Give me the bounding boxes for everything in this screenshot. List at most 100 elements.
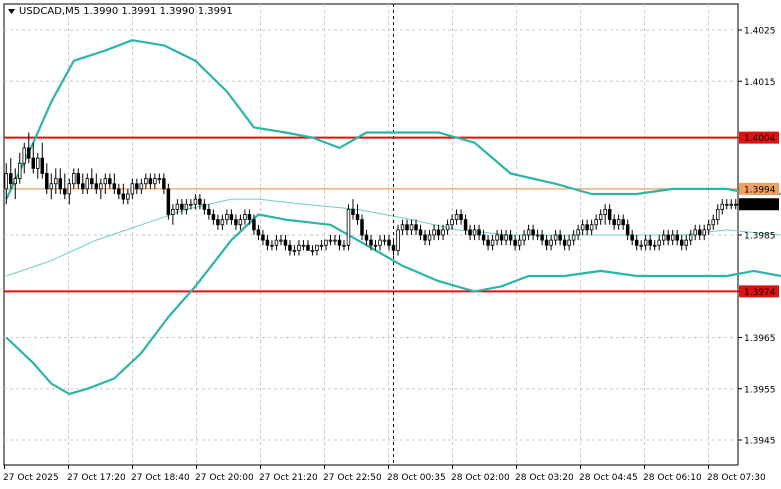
candle-body [166, 188, 171, 215]
candle-119 [540, 229, 544, 246]
candle-body [31, 157, 36, 169]
candle-body [603, 208, 607, 215]
candle-body [121, 193, 126, 200]
candle-body [67, 183, 72, 195]
candle-25 [117, 183, 121, 200]
price-tag-bg-6 [739, 285, 779, 298]
candle-98 [445, 219, 450, 235]
candle-body [211, 214, 216, 221]
candle-body [684, 239, 688, 246]
candle-76 [346, 204, 351, 251]
candle-24 [112, 173, 117, 194]
candle-body [729, 203, 733, 206]
candle-body [99, 183, 103, 190]
x-tick-label-1: 27 Oct 17:20 [67, 473, 126, 483]
collapse-triangle-icon[interactable] [8, 9, 15, 14]
candle-91 [414, 219, 418, 235]
candle-body [594, 219, 598, 226]
candle-44 [202, 199, 207, 215]
candle-body [279, 239, 283, 242]
candle-body [571, 234, 576, 241]
candle-body [454, 214, 459, 221]
candle-body [517, 239, 522, 246]
candle-103 [468, 224, 472, 241]
y-tick-label-2: 1.4004 [744, 134, 776, 144]
candle-body [207, 208, 211, 215]
candle-body [378, 239, 382, 246]
x-tick-label-3: 27 Oct 20:00 [195, 473, 254, 483]
candle-body [85, 178, 90, 190]
candle-body [526, 229, 531, 236]
candle-116 [526, 224, 531, 241]
candle-79 [360, 214, 364, 241]
candle-body [486, 239, 490, 246]
candle-body [688, 234, 693, 241]
candle-body [720, 203, 724, 210]
y-tick-label-0: 1.4025 [744, 27, 776, 37]
x-tick-label-11: 28 Oct 07:30 [707, 473, 766, 483]
candle-body [360, 219, 364, 236]
candle-body [558, 234, 562, 241]
candle-body [661, 234, 666, 241]
candle-body [643, 239, 648, 246]
candle-body [576, 229, 580, 236]
candle-63 [288, 240, 292, 256]
x-tick-label-4: 27 Oct 21:20 [259, 473, 318, 483]
candle-143 [648, 235, 652, 251]
price-tag-bg-4 [739, 198, 779, 211]
candle-body [648, 239, 652, 246]
candle-body [180, 203, 184, 210]
candle-body [427, 234, 432, 241]
candle-40 [184, 199, 189, 215]
candle-71 [324, 239, 328, 251]
candle-35 [162, 173, 166, 194]
candle-body [540, 234, 544, 241]
candle-body [220, 219, 225, 226]
candle-12 [58, 168, 63, 194]
candle-100 [454, 209, 459, 225]
candle-body [292, 249, 297, 252]
candle-55 [252, 214, 256, 235]
candle-body [589, 224, 594, 231]
candle-140 [634, 235, 639, 251]
candle-body [198, 198, 202, 205]
candle-159 [720, 199, 724, 215]
candle-body [247, 214, 252, 221]
candle-6 [31, 142, 36, 174]
candle-81 [369, 235, 373, 251]
candle-body [144, 178, 148, 185]
candle-body [103, 178, 108, 185]
candle-126 [571, 229, 576, 246]
candle-body [288, 244, 292, 251]
candle-139 [630, 229, 634, 246]
candle-86 [391, 240, 396, 256]
candle-body [436, 229, 441, 236]
symbol-line: USDCAD,M5 1.3990 1.3991 1.3990 1.3991 [19, 6, 233, 17]
candle-50 [229, 209, 234, 225]
candle-15 [72, 168, 76, 189]
candle-136 [616, 214, 621, 230]
candle-body [468, 229, 472, 236]
candle-body [409, 224, 414, 231]
candle-112 [508, 229, 513, 246]
candle-body [499, 234, 504, 241]
candle-134 [607, 204, 612, 225]
candle-body [40, 157, 45, 174]
candle-138 [625, 219, 630, 241]
candle-body [274, 239, 279, 246]
candle-body [598, 214, 603, 221]
candle-68 [310, 245, 315, 256]
candle-body [441, 229, 445, 236]
candle-111 [504, 229, 508, 246]
candle-body [670, 234, 675, 241]
candle-body [639, 244, 643, 247]
candle-144 [652, 240, 657, 251]
candle-body [697, 229, 702, 236]
level-lines [4, 136, 738, 293]
candle-46 [211, 209, 216, 225]
candle-body [652, 244, 657, 247]
candle-body [135, 183, 139, 190]
chart-header: USDCAD,M5 1.3990 1.3991 1.3990 1.3991 [8, 6, 233, 17]
candle-70 [319, 240, 324, 251]
